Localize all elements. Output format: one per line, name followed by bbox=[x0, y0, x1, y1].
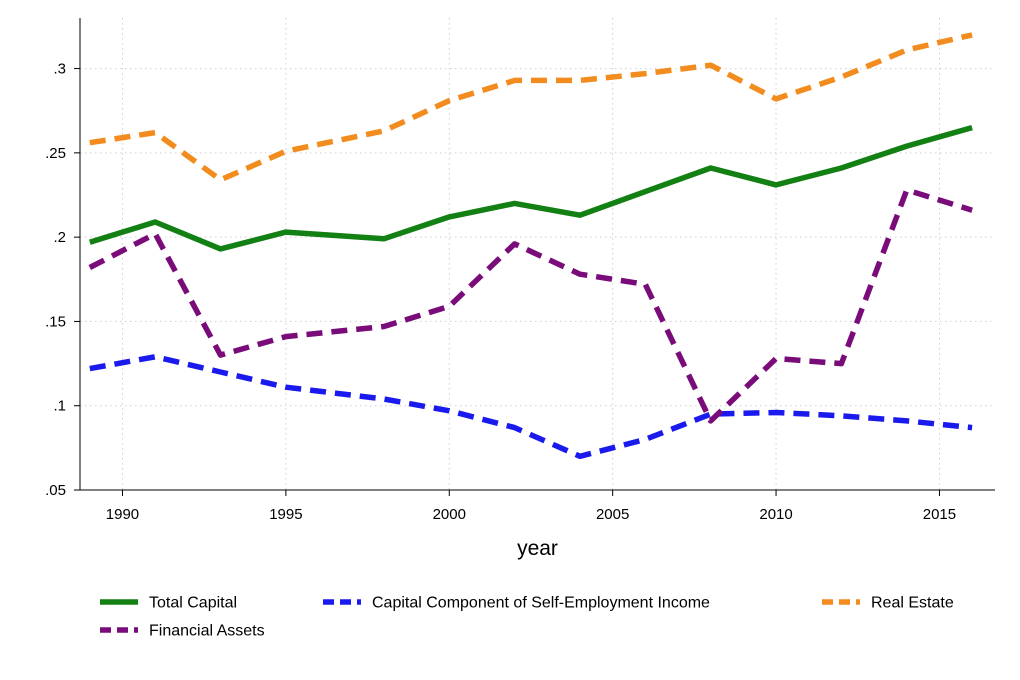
y-tick-label: .15 bbox=[45, 313, 66, 330]
legend-label: Total Capital bbox=[149, 595, 237, 612]
x-tick-label: 2000 bbox=[433, 506, 466, 523]
legend-label: Financial Assets bbox=[149, 623, 265, 640]
legend: Total Capital Capital Component of Self-E… bbox=[100, 595, 954, 640]
x-tick-label: 2010 bbox=[759, 506, 792, 523]
series-line-financial-assets bbox=[88, 187, 973, 424]
legend-label: Real Estate bbox=[871, 595, 954, 612]
x-axis-title: year bbox=[517, 537, 558, 560]
axes: .05 .1 .15 .2 .25 .3 1990 1995 2000 2005 2010 2015 bbox=[45, 18, 995, 523]
x-tick-label: 1990 bbox=[106, 506, 139, 523]
series-line-real-estate bbox=[89, 32, 973, 183]
legend-item-capital-component-of-self-employment-income: Capital Component of Self-Employment Inc… bbox=[323, 595, 710, 612]
y-tick-label: .1 bbox=[53, 398, 66, 415]
x-tick-label: 1995 bbox=[269, 506, 302, 523]
y-tick-label: .25 bbox=[45, 145, 66, 162]
legend-item-real-estate: Real Estate bbox=[822, 595, 954, 612]
grid bbox=[80, 18, 995, 491]
y-tick-label: .05 bbox=[45, 482, 66, 499]
x-tick-label: 2005 bbox=[596, 506, 629, 523]
y-tick-label: .3 bbox=[53, 61, 66, 78]
y-tick-label: .2 bbox=[53, 229, 66, 246]
legend-item-financial-assets: Financial Assets bbox=[100, 623, 265, 640]
x-tick-label: 2015 bbox=[923, 506, 956, 523]
series-line-capital-component-of-self-employment-income bbox=[89, 354, 973, 460]
series-lines bbox=[88, 32, 973, 460]
legend-item-total-capital: Total Capital bbox=[100, 595, 237, 612]
series-line-total-capital bbox=[88, 124, 973, 252]
legend-label: Capital Component of Self-Employment Inc… bbox=[372, 595, 710, 612]
